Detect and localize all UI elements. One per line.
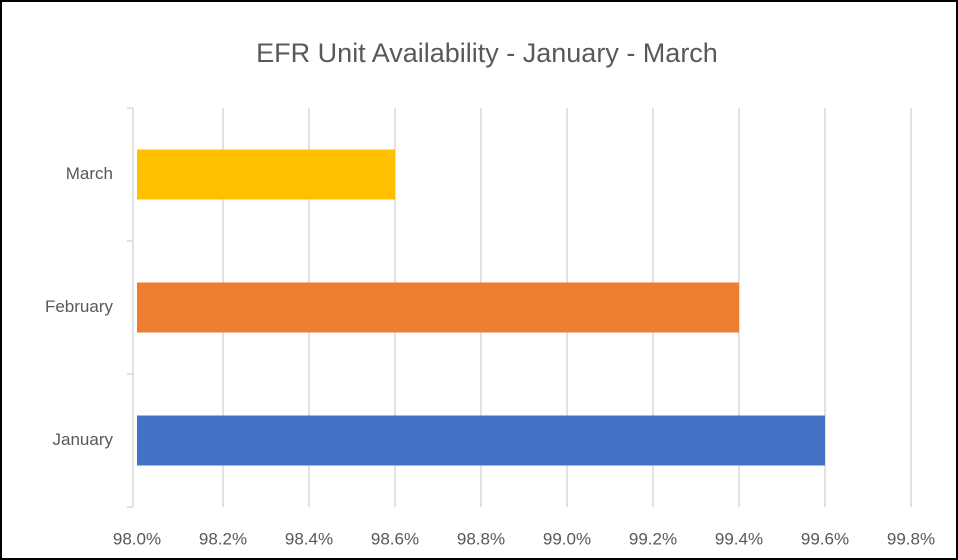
y-tick-label: March — [66, 164, 113, 183]
chart-title: EFR Unit Availability - January - March — [256, 38, 718, 68]
x-tick-label: 99.2% — [629, 529, 677, 548]
x-tick-label: 98.2% — [199, 529, 247, 548]
bar — [137, 149, 395, 200]
y-tick-label: February — [45, 297, 114, 316]
x-tick-label: 99.6% — [801, 529, 849, 548]
x-tick-label: 99.0% — [543, 529, 591, 548]
x-tick-label: 98.8% — [457, 529, 505, 548]
bar — [137, 415, 825, 466]
bar — [137, 282, 739, 333]
x-tick-label: 98.0% — [113, 529, 161, 548]
x-tick-label: 98.4% — [285, 529, 333, 548]
y-tick-label: January — [53, 430, 114, 449]
x-tick-label: 99.4% — [715, 529, 763, 548]
x-tick-label: 99.8% — [887, 529, 935, 548]
x-tick-label: 98.6% — [371, 529, 419, 548]
